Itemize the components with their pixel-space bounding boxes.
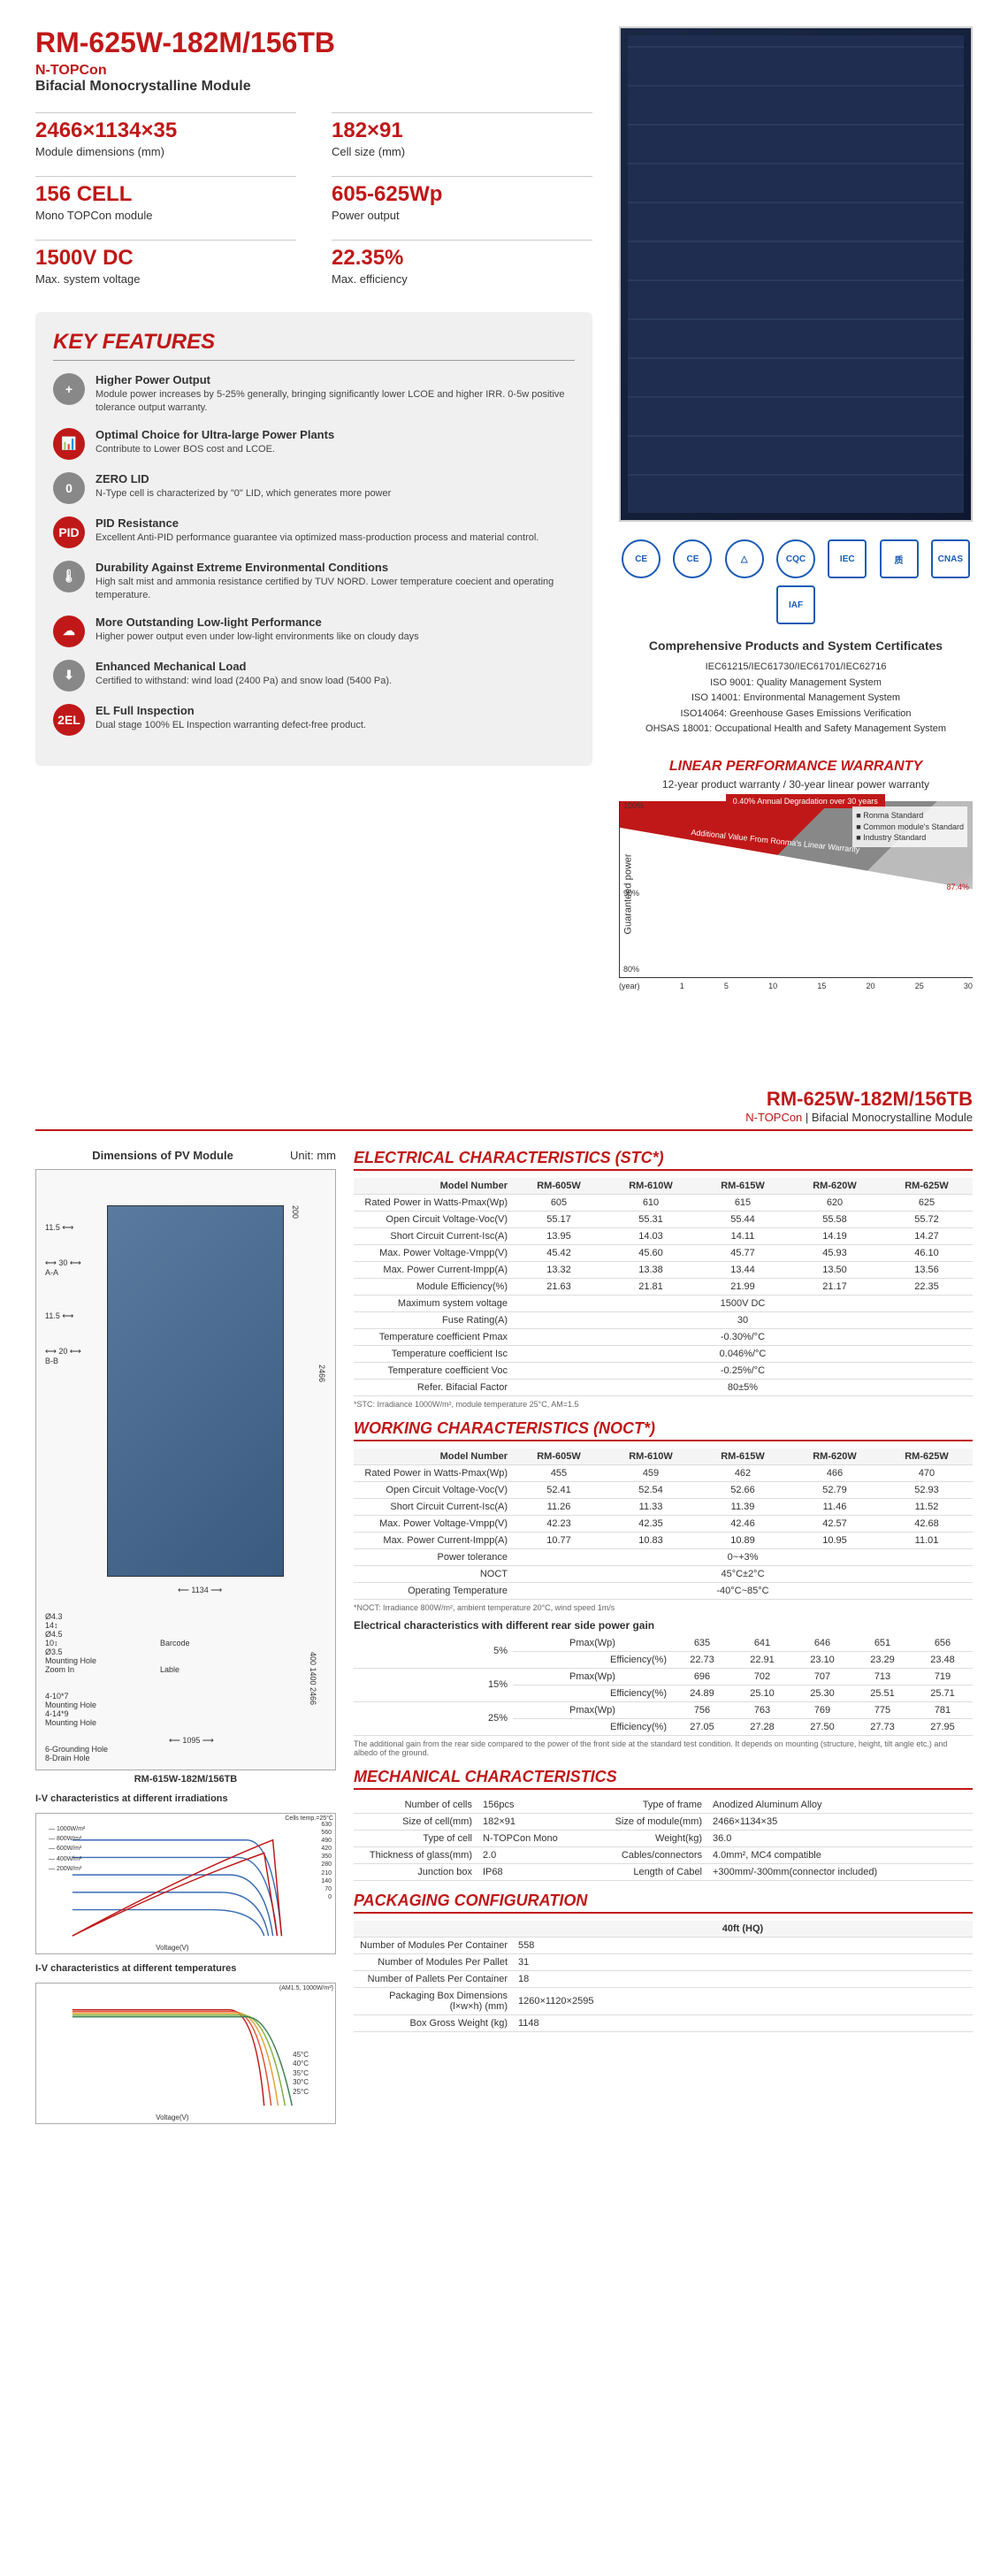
stc-title: ELECTRICAL CHARACTERISTICS (STC*): [354, 1149, 973, 1171]
cert-list: IEC61215/IEC61730/IEC61701/IEC62716ISO 9…: [619, 660, 973, 738]
feature-icon: 🌡: [53, 561, 85, 592]
cert-title: Comprehensive Products and System Certif…: [619, 638, 973, 653]
warranty-legend: ■ Ronma Standard■ Common module's Standa…: [852, 806, 967, 847]
spec-item: 605-625WpPower output: [332, 176, 592, 222]
feature-icon: 2EL: [53, 704, 85, 736]
feature-icon: 0: [53, 472, 85, 504]
feature-item: PIDPID ResistanceExcellent Anti-PID perf…: [53, 516, 575, 548]
rear-note: The additional gain from the rear side c…: [354, 1739, 973, 1757]
stc-table: Model NumberRM-605WRM-610WRM-615WRM-620W…: [354, 1178, 973, 1396]
tech-label: N-TOPCon: [35, 63, 592, 79]
pack-title: PACKAGING CONFIGURATION: [354, 1892, 973, 1914]
feature-icon: 📊: [53, 428, 85, 460]
feature-item: 🌡Durability Against Extreme Environmenta…: [53, 561, 575, 603]
spec-item: 182×91Cell size (mm): [332, 112, 592, 158]
spec-item: 22.35%Max. efficiency: [332, 240, 592, 286]
spec-grid: 2466×1134×35Module dimensions (mm) 182×91…: [35, 112, 592, 286]
panel-image: [619, 27, 973, 522]
rear-table: 5%Pmax(Wp)635641646651656Efficiency(%)22…: [354, 1635, 973, 1736]
y99: 99%: [623, 810, 639, 819]
iv1-title: I-V characteristics at different irradia…: [35, 1793, 336, 1804]
warranty-title: LINEAR PERFORMANCE WARRANTY: [619, 759, 973, 775]
cert-badge: CE: [673, 539, 712, 578]
features-title: KEY FEATURES: [53, 330, 575, 361]
y100: 100%: [623, 801, 644, 810]
features-box: KEY FEATURES +Higher Power OutputModule …: [35, 312, 592, 766]
feature-icon: ☁: [53, 615, 85, 647]
cert-badge: 质: [880, 539, 919, 578]
warranty-chart: 0.40% Annual Degradation over 30 years G…: [619, 801, 973, 978]
mech-table: Number of cells156pcsType of frameAnodiz…: [354, 1797, 973, 1881]
page2-title: RM-625W-182M/156TB: [35, 1088, 973, 1111]
cert-badge: IEC: [828, 539, 867, 578]
cert-badge: △: [725, 539, 764, 578]
feature-icon: PID: [53, 516, 85, 548]
pack-table: 40ft (HQ)Number of Modules Per Container…: [354, 1921, 973, 2032]
feature-icon: ⬇: [53, 660, 85, 692]
cert-badge: CNAS: [931, 539, 970, 578]
feature-item: 0ZERO LIDN-Type cell is characterized by…: [53, 472, 575, 504]
iv2-chart: 45°C40°C35°C30°C25°C Voltage(V) (AM1.5, …: [35, 1983, 336, 2124]
model-title: RM-625W-182M/156TB: [35, 27, 592, 59]
feature-item: +Higher Power OutputModule power increas…: [53, 373, 575, 416]
feature-item: ⬇Enhanced Mechanical LoadCertified to wi…: [53, 660, 575, 692]
mech-title: MECHANICAL CHARACTERISTICS: [354, 1768, 973, 1790]
stc-note: *STC: Irradiance 1000W/m², module temper…: [354, 1400, 973, 1409]
y80: 80%: [623, 965, 639, 974]
rear-title: Electrical characteristics with differen…: [354, 1619, 973, 1632]
noct-note: *NOCT: Irradiance 800W/m², ambient tempe…: [354, 1603, 973, 1612]
dim-model: RM-615W-182M/156TB: [35, 1774, 336, 1785]
warranty-sub: 12-year product warranty / 30-year linea…: [619, 778, 973, 791]
feature-item: 📊Optimal Choice for Ultra-large Power Pl…: [53, 428, 575, 460]
cert-badge: IAF: [776, 585, 815, 624]
spec-item: 2466×1134×35Module dimensions (mm): [35, 112, 296, 158]
iv1-chart: — 1000W/m²— 800W/m²— 600W/m²— 400W/m²— 2…: [35, 1813, 336, 1954]
page2-header: RM-625W-182M/156TB N-TOPCon | Bifacial M…: [35, 1088, 973, 1131]
type-label: Bifacial Monocrystalline Module: [35, 79, 592, 95]
spec-item: 1500V DCMax. system voltage: [35, 240, 296, 286]
y90: 90%: [623, 889, 639, 898]
page2-sub: N-TOPCon | Bifacial Monocrystalline Modu…: [35, 1111, 973, 1124]
feature-item: ☁More Outstanding Low-light PerformanceH…: [53, 615, 575, 647]
feature-icon: +: [53, 373, 85, 405]
noct-title: WORKING CHARACTERISTICS (NOCT*): [354, 1419, 973, 1441]
noct-table: Model NumberRM-605WRM-610WRM-615WRM-620W…: [354, 1449, 973, 1600]
dim-title: Dimensions of PV Module Unit: mm: [35, 1149, 336, 1162]
cert-icons: CE CE △ CQC IEC 质 CNAS IAF: [619, 539, 973, 624]
cert-badge: CQC: [776, 539, 815, 578]
spec-item: 156 CELLMono TOPCon module: [35, 176, 296, 222]
cert-badge: CE: [622, 539, 661, 578]
dim-drawing: 11.5 ⟷ ⟷ 30 ⟷A-A 11.5 ⟷ ⟷ 20 ⟷B-B ⟵ 1134…: [35, 1169, 336, 1770]
y874: 87.4%: [946, 883, 969, 891]
feature-item: 2ELEL Full InspectionDual stage 100% EL …: [53, 704, 575, 736]
iv2-title: I-V characteristics at different tempera…: [35, 1963, 336, 1974]
